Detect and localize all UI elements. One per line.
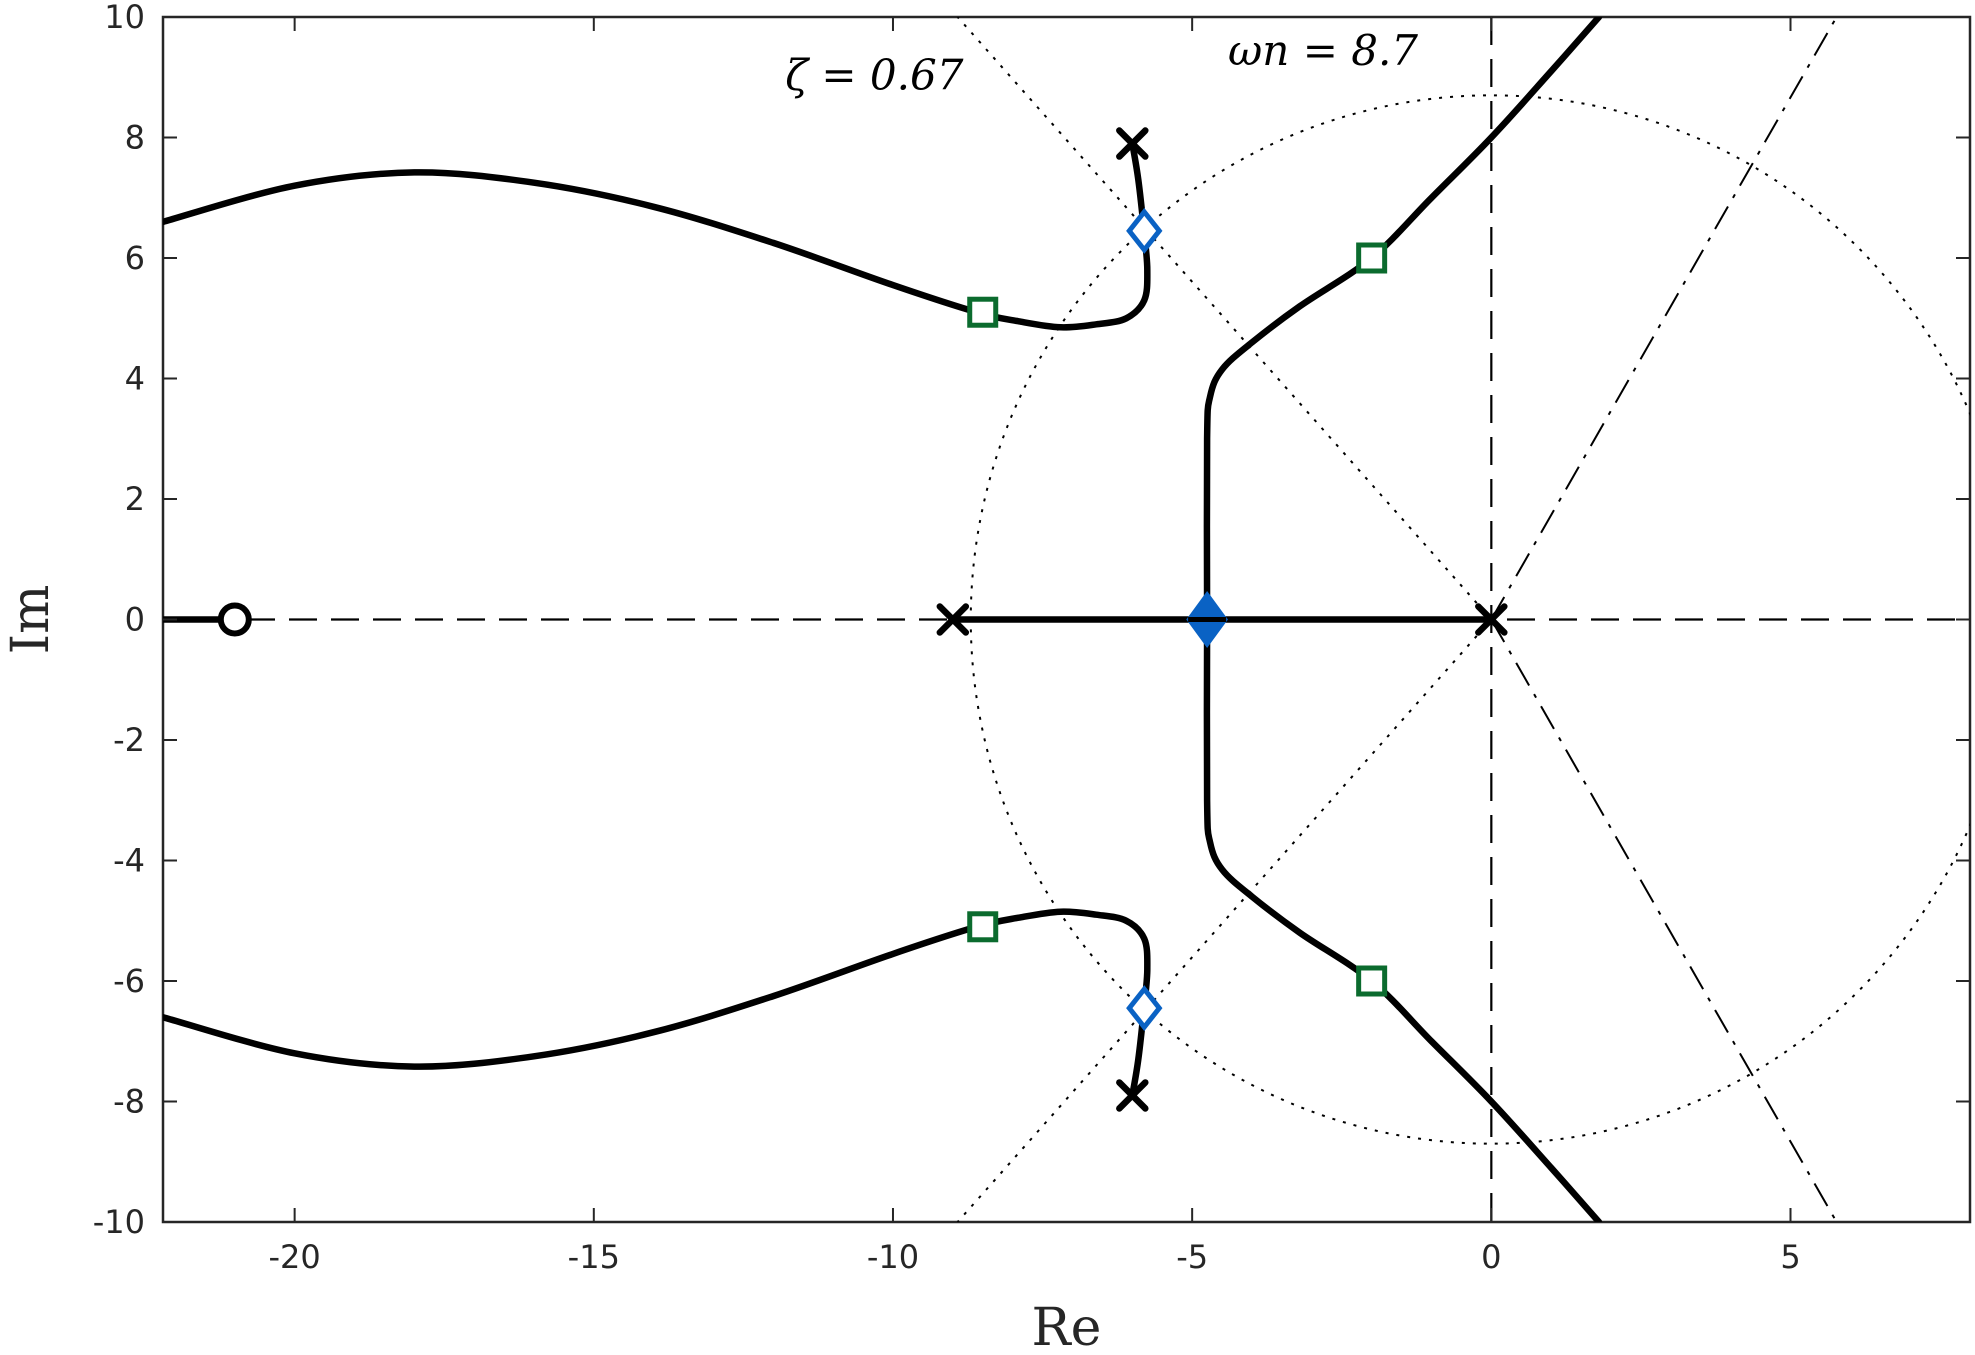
x-axis-label: Re [1032,1298,1102,1350]
y-tick-label: 6 [125,239,145,277]
pole-marker [1116,127,1149,160]
damping-ratio-line [956,618,1493,1222]
pole-marker [1475,603,1508,636]
y-tick-label: -6 [113,962,145,1000]
annotation-zeta: ζ = 0.67 [785,50,963,99]
axis-labels: Re Im [1,585,1102,1355]
y-tick-label: -10 [93,1203,145,1241]
x-tick-label: -10 [867,1238,919,1276]
asymptote-line [1490,619,1838,1222]
pole-stroke [936,603,970,636]
x-tick-label: 5 [1780,1238,1800,1276]
x-tick-label: -20 [269,1238,321,1276]
pole-marker [936,603,970,636]
pole-marker [1116,1079,1149,1112]
locus-branch-lower-right [1203,616,1603,1222]
x-tick-label: 0 [1481,1238,1501,1276]
diamond-marker [1126,985,1163,1032]
x-tick-label: -5 [1176,1238,1208,1276]
y-tick-label: 10 [104,0,145,36]
locus-markers [217,127,1508,1112]
square-marker [967,911,999,943]
y-tick-label: -4 [113,842,145,880]
annotation-wn: ωn = 8.7 [1228,26,1418,75]
annotations: ζ = 0.67 ωn = 8.7 [785,26,1418,99]
square-marker [967,296,999,328]
y-tick-label: 0 [125,601,145,639]
square-marker [1356,965,1388,997]
pole-stroke [1116,1079,1149,1112]
y-tick-label: -2 [113,721,145,759]
y-tick-label: 4 [125,360,145,398]
asymptote-line [1490,17,1838,620]
x-tick-label: -15 [568,1238,620,1276]
damping-ratio-line [956,17,1493,621]
y-tick-label: 8 [125,119,145,157]
zero-marker [217,602,252,637]
locus-branches [163,17,1603,1222]
y-axis-label: Im [1,585,61,655]
y-tick-label: 2 [125,480,145,518]
pole-stroke [1116,127,1149,160]
y-tick-label: -8 [113,1083,145,1121]
square-marker [1356,242,1388,274]
pole-stroke [1475,603,1508,636]
diamond-marker [1126,207,1163,254]
locus-branch-upper-right [1203,17,1603,623]
